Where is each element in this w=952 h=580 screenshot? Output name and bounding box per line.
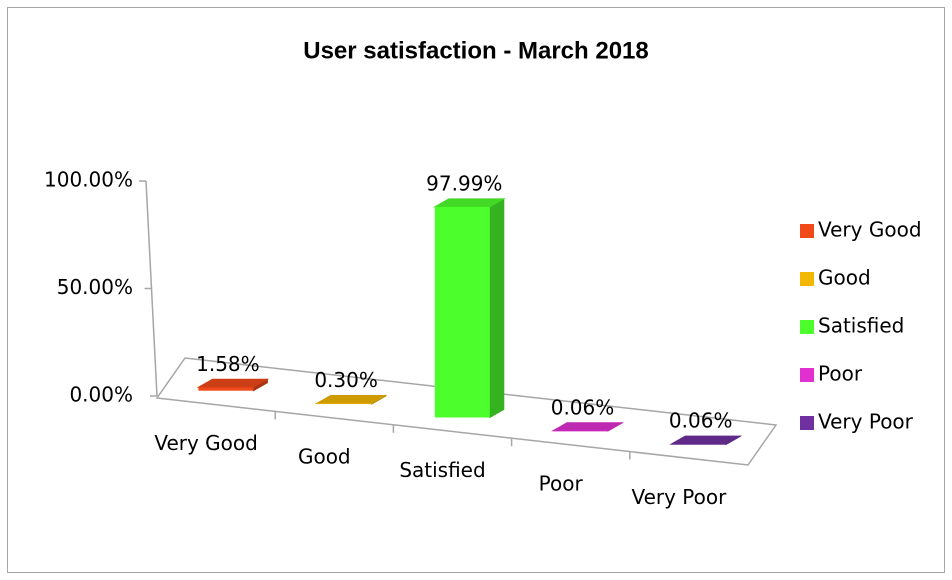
bar-front <box>671 444 727 445</box>
legend-swatch <box>800 224 814 238</box>
legend-swatch <box>800 320 814 334</box>
legend-label: Very Poor <box>818 410 914 434</box>
floor <box>155 357 778 466</box>
legend-label: Satisfied <box>818 314 904 338</box>
bar <box>669 435 743 446</box>
chart-title: User satisfaction - March 2018 <box>303 37 648 64</box>
bar <box>196 378 270 392</box>
y-tick-label: 100.00% <box>44 168 133 192</box>
legend-swatch <box>800 416 814 430</box>
legend-label: Very Good <box>818 218 922 242</box>
value-label: 97.99% <box>426 171 502 195</box>
bar-front <box>198 387 254 391</box>
legend-label: Poor <box>818 362 863 386</box>
value-label: 0.30% <box>314 368 378 392</box>
x-tick-label: Satisfied <box>399 458 485 482</box>
x-tick-label: Very Good <box>154 431 258 455</box>
legend-label: Good <box>818 266 871 290</box>
y-tick-label: 50.00% <box>57 275 133 299</box>
y-tick-label: 0.00% <box>69 383 133 407</box>
value-label: 0.06% <box>669 409 733 433</box>
bar <box>432 197 506 419</box>
legend-swatch <box>800 368 814 382</box>
bar-front <box>434 206 490 418</box>
value-label: 1.58% <box>196 352 260 376</box>
value-label: 0.06% <box>551 395 615 419</box>
bar <box>314 394 388 405</box>
x-tick-label: Good <box>298 445 351 469</box>
bar <box>551 421 624 432</box>
bar-side <box>489 197 505 419</box>
bar-front <box>553 430 608 432</box>
legend-swatch <box>800 272 814 286</box>
x-tick-label: Very Poor <box>631 485 727 509</box>
bar-front <box>316 403 372 405</box>
x-tick-label: Poor <box>539 471 584 495</box>
